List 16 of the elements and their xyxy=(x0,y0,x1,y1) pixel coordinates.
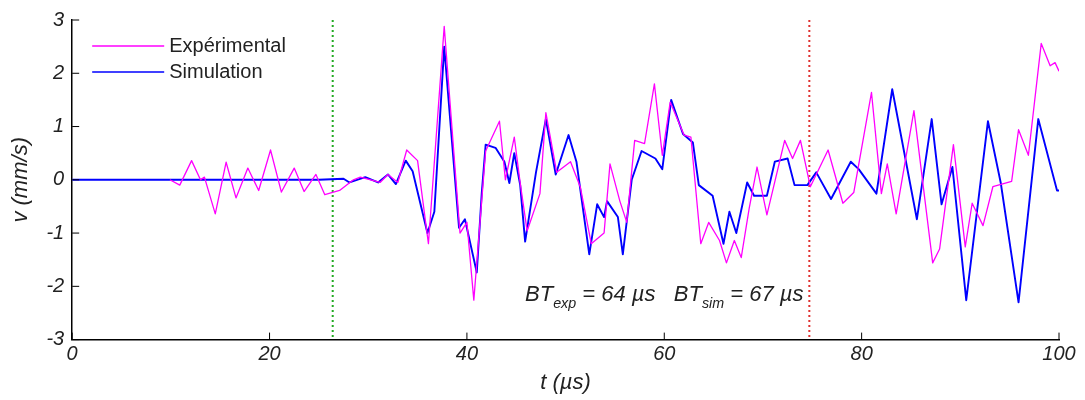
legend-label: Simulation xyxy=(169,59,263,82)
legend-label: Expérimental xyxy=(169,33,286,56)
x-tick-label: 80 xyxy=(850,342,873,365)
x-tick-label: 60 xyxy=(653,342,676,365)
y-tick-label: 1 xyxy=(53,114,65,137)
x-axis-title: t (µs) xyxy=(540,368,591,394)
y-tick-label: 3 xyxy=(53,7,65,30)
y-axis-title: v (mm/s) xyxy=(7,137,33,223)
x-tick-label: 20 xyxy=(257,342,281,365)
y-tick-label: 0 xyxy=(53,167,65,190)
y-tick-label: -3 xyxy=(46,327,65,350)
x-tick-label: 100 xyxy=(1042,342,1076,365)
x-tick-label: 40 xyxy=(455,342,479,365)
y-tick-label: 2 xyxy=(52,60,65,83)
y-tick-label: -1 xyxy=(46,220,65,243)
y-tick-label: -2 xyxy=(46,273,65,296)
